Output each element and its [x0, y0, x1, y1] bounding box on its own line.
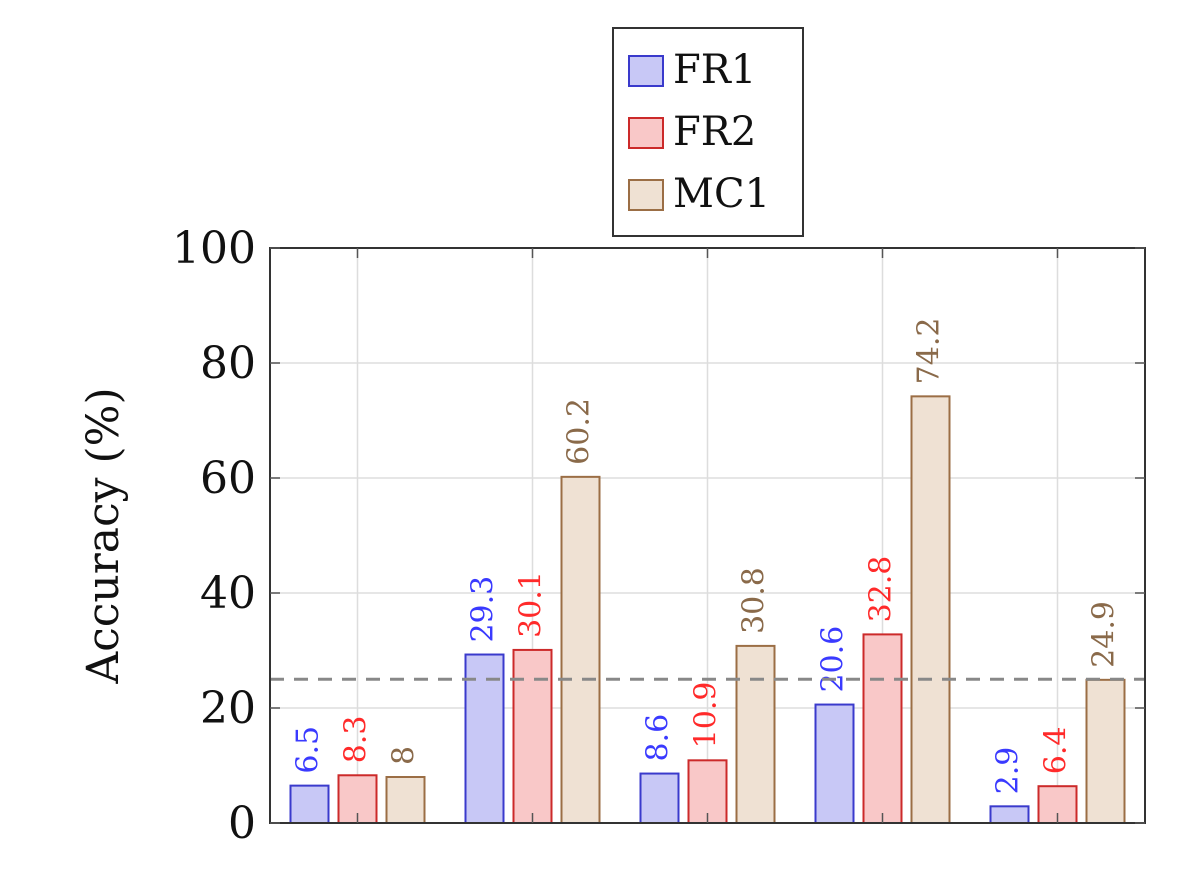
value-label: 8.6	[641, 714, 676, 762]
value-label: 20.6	[816, 626, 851, 693]
bar-mc1	[1085, 678, 1126, 825]
legend-label-fr1: FR1	[673, 47, 756, 93]
bar-mc1	[735, 644, 776, 825]
bar-fr1	[989, 805, 1030, 825]
value-label: 6.4	[1039, 726, 1074, 774]
value-label: 6.5	[291, 726, 326, 774]
y-tick-label: 20	[200, 683, 256, 734]
bar-fr2	[512, 648, 553, 824]
legend-swatch-fr2	[628, 117, 664, 149]
value-label: 30.1	[514, 571, 549, 638]
y-tick-label: 40	[200, 568, 256, 619]
y-axis-ticks: 0 20 40 60 80 100	[172, 223, 1145, 849]
value-label: 8	[387, 746, 422, 765]
y-tick-label: 60	[200, 453, 256, 504]
y-tick-label: 100	[172, 223, 256, 274]
y-axis-label: Accuracy (%)	[78, 387, 129, 684]
value-label: 60.2	[562, 398, 597, 465]
y-tick-label: 0	[228, 798, 256, 849]
value-label: 29.3	[466, 576, 501, 643]
bar-mc1	[385, 776, 426, 824]
value-label: 74.2	[912, 318, 947, 385]
bar-fr1	[814, 703, 855, 824]
legend: FR1 FR2 MC1	[612, 27, 804, 237]
x-axis-ticks	[356, 248, 1059, 823]
bar-fr1	[639, 772, 680, 824]
bars-group	[289, 395, 1126, 825]
legend-swatch-mc1	[628, 179, 664, 211]
value-label: 24.9	[1087, 601, 1122, 668]
value-label: 8.3	[339, 716, 374, 764]
bar-fr1	[289, 784, 330, 824]
value-label: 2.9	[991, 747, 1026, 795]
bar-mc1	[910, 395, 951, 824]
bar-fr2	[862, 633, 903, 825]
legend-label-mc1: MC1	[673, 171, 770, 217]
y-tick-label: 80	[200, 338, 256, 389]
value-label: 10.9	[689, 682, 724, 749]
bar-mc1	[560, 475, 601, 824]
grid-lines	[270, 248, 1145, 823]
legend-swatch-fr1	[628, 55, 664, 87]
value-label: 30.8	[737, 567, 772, 634]
legend-label-fr2: FR2	[673, 109, 756, 155]
value-label: 32.8	[864, 556, 899, 623]
value-labels-group: 6.5 29.3 8.6 20.6 2.9 8.3 30.1 10.9 32.8 6.4 8 60.2…	[291, 318, 1122, 795]
bar-fr2	[687, 759, 728, 825]
